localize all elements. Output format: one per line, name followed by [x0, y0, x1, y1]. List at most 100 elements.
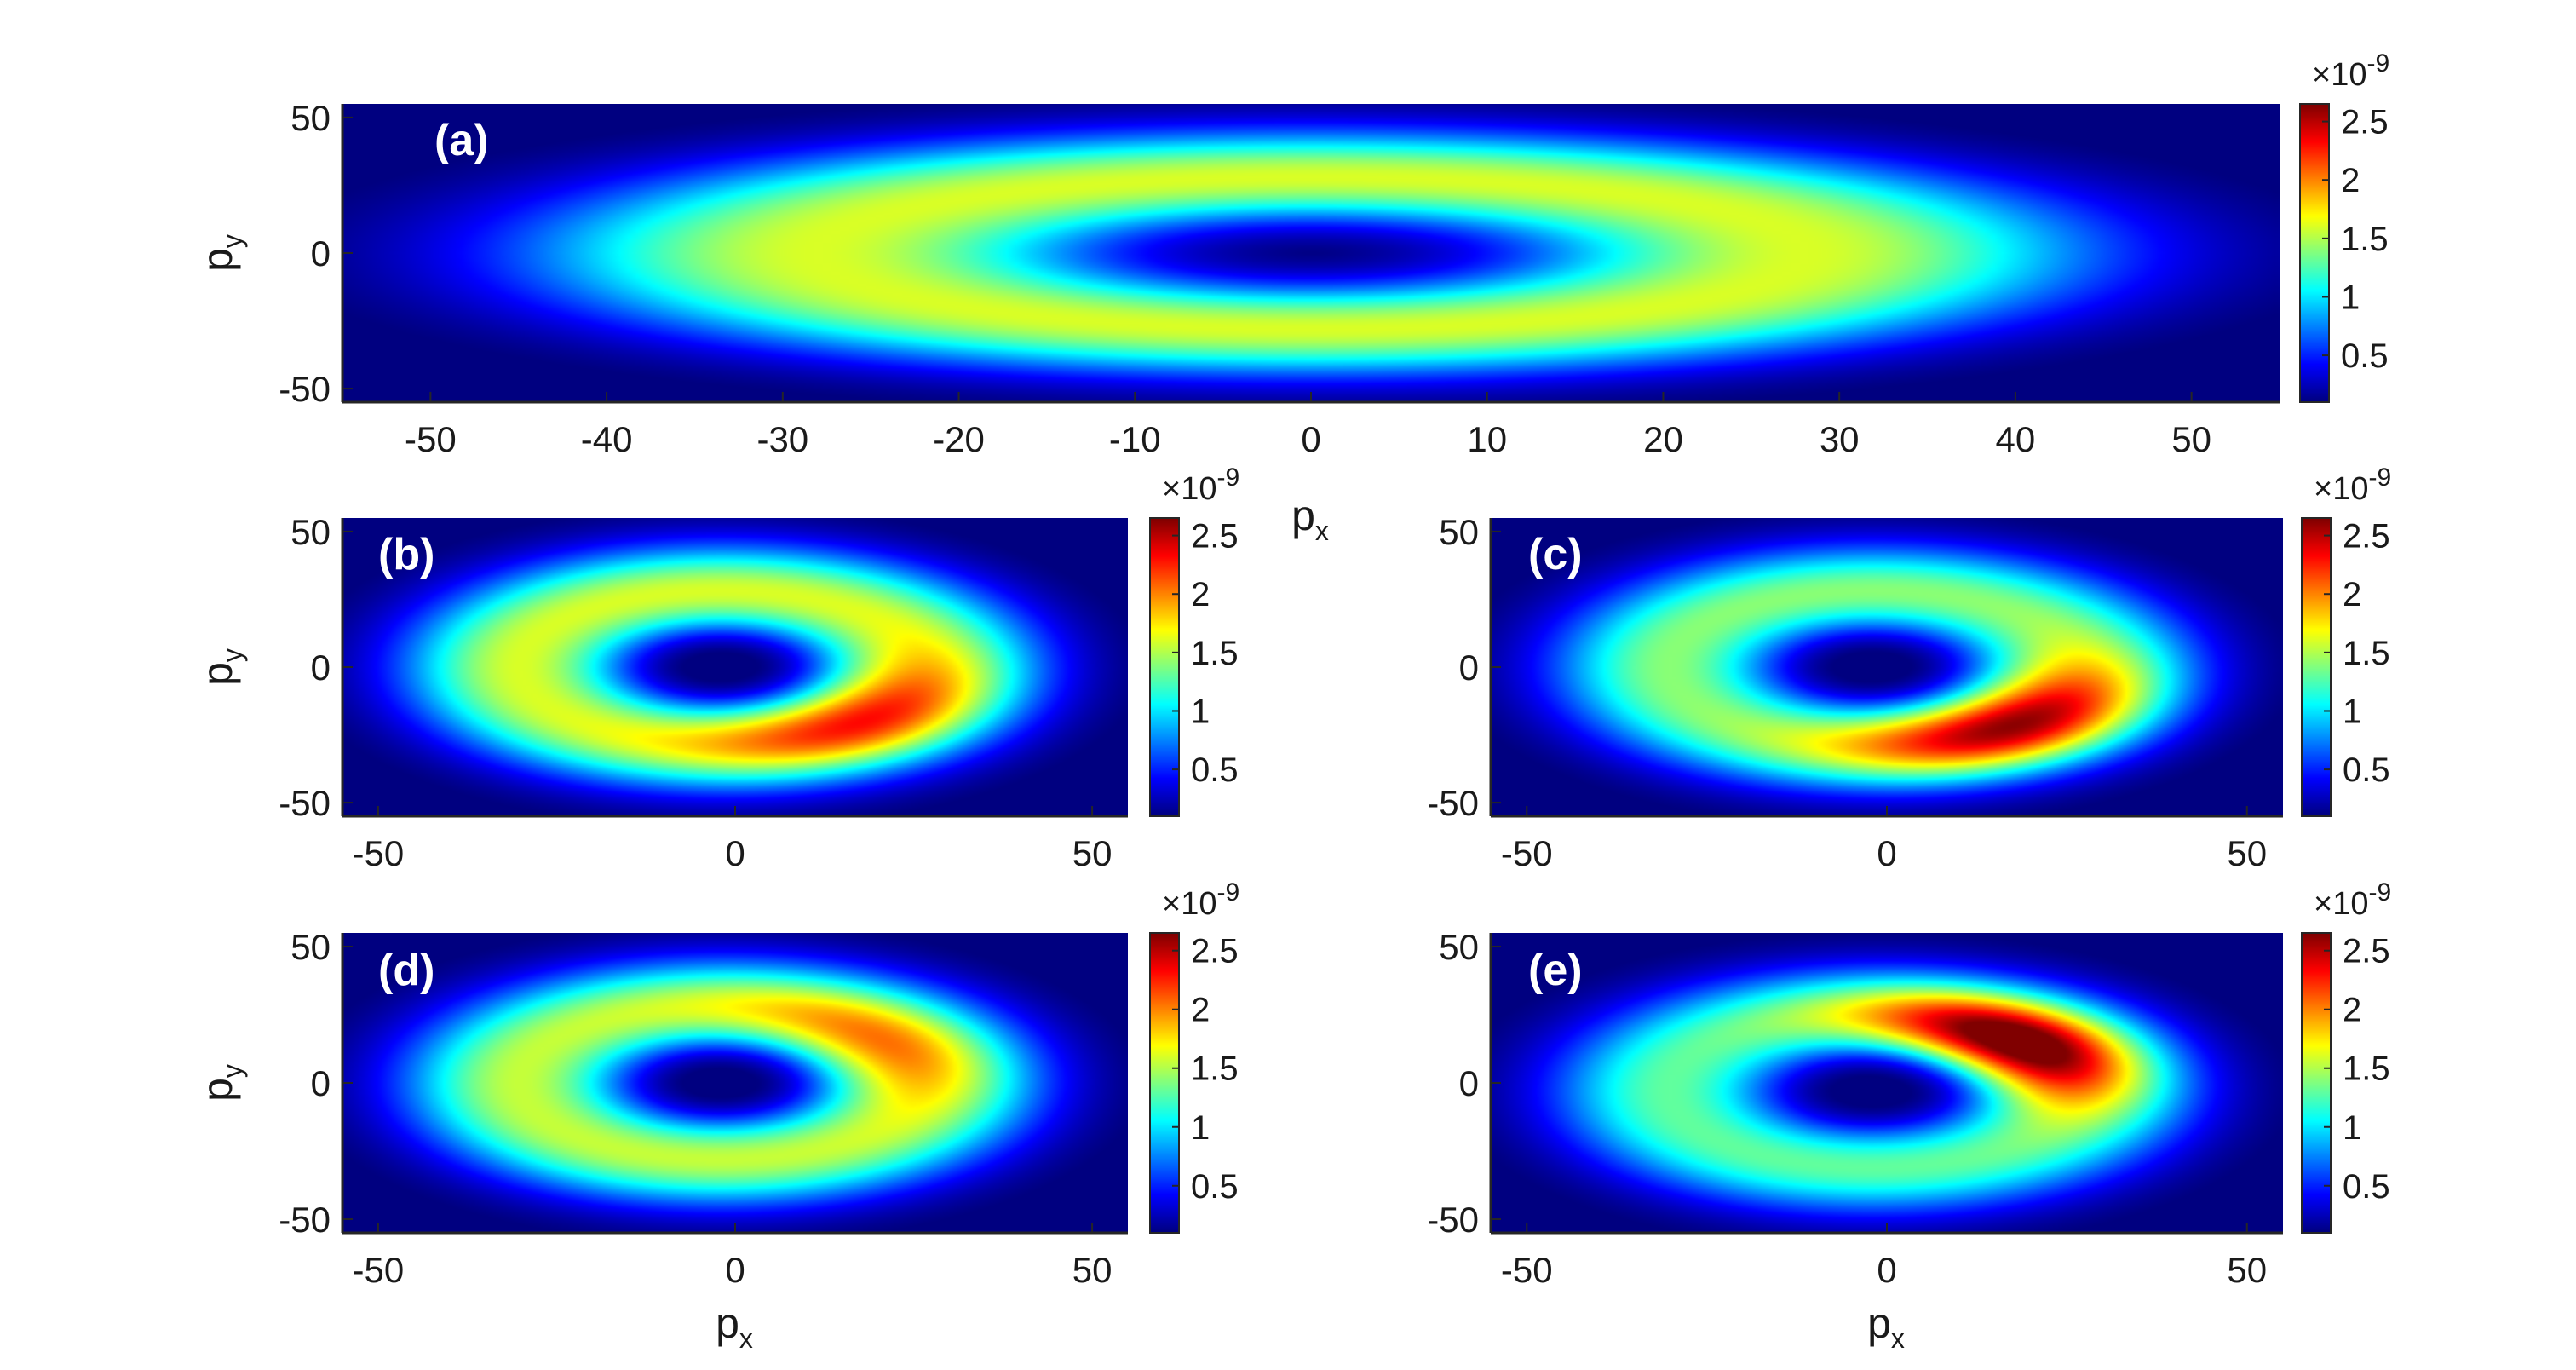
heatmap-image	[1491, 518, 2283, 816]
colorbar-gradient	[2302, 933, 2331, 1233]
y-tick-label: 0	[1459, 1063, 1479, 1103]
colorbar-tick-label: 1	[1191, 1109, 1210, 1147]
colorbar-exponent: ×10-9	[2314, 463, 2391, 507]
colorbar-frame	[2299, 103, 2330, 403]
x-tick-label: 0	[1877, 1250, 1896, 1290]
x-axis-label-text: px	[716, 1299, 753, 1354]
x-tick-label: -50	[405, 419, 457, 459]
panel-label: (c)	[1528, 530, 1583, 579]
x-tick-label: -30	[756, 419, 808, 459]
colorbar: 2.5 2 1.5 1 0.5 ×10-9	[2301, 463, 2391, 817]
y-tick-label: 50	[290, 927, 331, 967]
y-axis-label: py	[193, 1064, 248, 1102]
x-axis-label: px	[1291, 492, 1329, 546]
colorbar-tick-label: 1.5	[2343, 1051, 2390, 1088]
panel-e: -50 0 50 50 0 -50 (e) px 2.5 2 1.5 1 0.5 ×10-9	[1427, 878, 2391, 1354]
heatmap-image	[342, 933, 1128, 1233]
colorbar-tick-label: 1	[2343, 693, 2361, 730]
x-axis-label-text: px	[1867, 1299, 1905, 1354]
heatmap-image	[1491, 933, 2283, 1233]
colorbar-tick-label: 2	[2343, 992, 2361, 1029]
x-tick-label: 0	[1877, 833, 1896, 873]
y-axis-label-text: py	[193, 234, 248, 272]
x-tick-label: 40	[1996, 419, 2036, 459]
colorbar-tick-label: 1	[2343, 1109, 2361, 1147]
colorbar-tick-label: 0.5	[1191, 751, 1239, 789]
x-tick-label: 50	[2227, 1250, 2267, 1290]
x-tick-label: -10	[1109, 419, 1161, 459]
panel-label: (a)	[434, 116, 489, 165]
colorbar-exponent: ×10-9	[2314, 878, 2391, 922]
y-axis-label-text: py	[193, 1064, 248, 1102]
y-axis-label: py	[193, 648, 248, 686]
x-tick-label: 0	[725, 1250, 745, 1290]
x-tick-label: 0	[725, 833, 745, 873]
x-axis-label: px	[716, 1299, 753, 1354]
colorbar-tick-label: 1.5	[2341, 221, 2389, 258]
y-tick-label: 0	[311, 1063, 331, 1103]
colorbar-frame	[1149, 517, 1180, 817]
colorbar-tick-label: 0.5	[1191, 1168, 1239, 1206]
x-axis-label: px	[1867, 1299, 1905, 1354]
y-tick-label: 0	[1459, 648, 1479, 688]
colorbar-exponent: ×10-9	[2312, 49, 2389, 93]
panel-label: (d)	[378, 946, 434, 995]
colorbar-tick-label: 2	[1191, 576, 1210, 613]
x-tick-label: 20	[1643, 419, 1683, 459]
y-tick-label: -50	[1427, 783, 1479, 823]
colorbar-gradient	[1150, 933, 1179, 1233]
y-axis-label-text: py	[193, 648, 248, 686]
colorbar-frame	[2301, 517, 2332, 817]
colorbar-tick-label: 1.5	[1191, 635, 1239, 672]
y-tick-label: -50	[1427, 1200, 1479, 1240]
x-tick-label: 0	[1301, 419, 1320, 459]
colorbar-exponent: ×10-9	[1162, 878, 1239, 922]
y-tick-label: 50	[290, 512, 331, 552]
panel-label: (e)	[1528, 946, 1583, 995]
colorbar-tick-label: 2.5	[2343, 518, 2390, 555]
x-tick-label: -20	[933, 419, 985, 459]
y-tick-label: 0	[311, 648, 331, 688]
colorbar-tick-label: 2.5	[2341, 104, 2389, 141]
y-tick-label: 0	[311, 233, 331, 273]
colorbar-tick-label: 0.5	[2341, 337, 2389, 375]
y-tick-label: 50	[1439, 512, 1479, 552]
colorbar-tick-label: 1.5	[2343, 635, 2390, 672]
heatmap-image	[342, 518, 1128, 816]
y-tick-label: 50	[1439, 927, 1479, 967]
colorbar-tick-label: 0.5	[2343, 751, 2390, 789]
colorbar-gradient	[2300, 104, 2329, 402]
x-tick-label: -50	[1501, 1250, 1553, 1290]
x-tick-label: -40	[581, 419, 633, 459]
colorbar-tick-label: 1.5	[1191, 1051, 1239, 1088]
colorbar-tick-label: 1	[2341, 279, 2360, 316]
y-tick-label: 50	[290, 98, 331, 138]
colorbar-tick-label: 2.5	[2343, 933, 2390, 970]
x-axis-label-text: px	[1291, 492, 1329, 546]
x-tick-label: -50	[353, 1250, 405, 1290]
colorbar-frame	[2301, 932, 2332, 1234]
colorbar-tick-label: 0.5	[2343, 1168, 2390, 1206]
colorbar-exponent: ×10-9	[1162, 463, 1239, 507]
x-tick-label: 50	[2171, 419, 2211, 459]
y-tick-label: -50	[279, 783, 331, 823]
colorbar: 2.5 2 1.5 1 0.5 ×10-9	[2301, 878, 2391, 1234]
colorbar: 2.5 2 1.5 1 0.5 ×10-9	[1149, 463, 1239, 817]
panel-b: -50 0 50 50 0 -50 (b) py 2.5 2 1.5 1 0.5 ×10-9	[193, 463, 1239, 873]
colorbar-gradient	[1150, 518, 1179, 816]
colorbar-frame	[1149, 932, 1180, 1234]
heatmap-image	[342, 104, 2280, 402]
colorbar-tick-label: 2	[2343, 576, 2361, 613]
y-tick-label: -50	[279, 369, 331, 409]
x-tick-label: 50	[1072, 1250, 1113, 1290]
colorbar: 2.5 2 1.5 1 0.5 ×10-9	[2299, 49, 2389, 403]
panel-label: (b)	[378, 530, 434, 579]
x-tick-label: -50	[1501, 833, 1553, 873]
panel-d: -50 0 50 50 0 -50 (d) py px 2.5 2 1.5 1 0.5 ×10-9	[193, 878, 1239, 1354]
colorbar-tick-label: 2	[2341, 162, 2360, 199]
colorbar-tick-label: 2.5	[1191, 933, 1239, 970]
x-tick-label: -50	[353, 833, 405, 873]
colorbar-tick-label: 2	[1191, 992, 1210, 1029]
panel-a: -50 -40 -30 -20 -10 0 10 20 30 40 50 50 0 -50 (a) py px 2…	[193, 49, 2389, 546]
